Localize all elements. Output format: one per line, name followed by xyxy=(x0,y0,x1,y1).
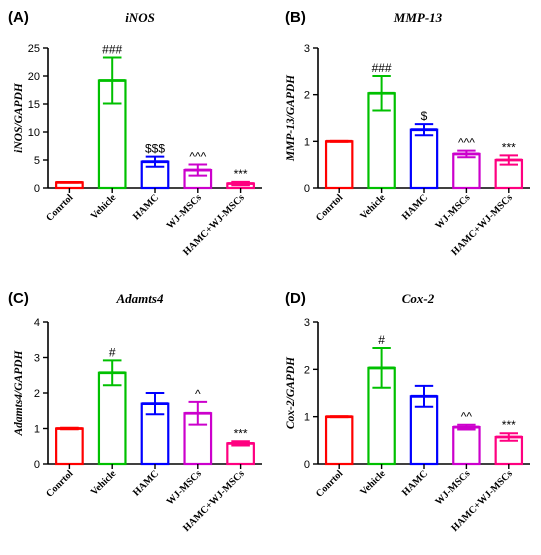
significance-label: $$$ xyxy=(145,142,165,156)
y-tick-label: 20 xyxy=(28,71,40,83)
y-tick-label: 15 xyxy=(28,99,40,111)
y-tick-label: 3 xyxy=(34,353,40,365)
chart-title: iNOS xyxy=(125,10,155,25)
x-tick-label: HAMC xyxy=(131,468,161,498)
x-tick-label: WJ-MSCs xyxy=(433,468,472,507)
bar-1 xyxy=(324,415,354,466)
chart-title: Adamts4 xyxy=(116,291,164,306)
bar-1 xyxy=(55,427,84,466)
x-tick-label: Vehicle xyxy=(89,192,119,222)
y-axis-label: Adamts4/GAPDH xyxy=(13,349,25,436)
y-tick-label: 4 xyxy=(34,317,40,329)
x-tick-label: HAMC xyxy=(400,468,430,498)
significance-label: ^^^ xyxy=(458,136,475,150)
significance-label: *** xyxy=(502,140,516,154)
y-tick-label: 3 xyxy=(304,43,310,55)
significance-label: ^^ xyxy=(461,410,473,424)
y-tick-label: 0 xyxy=(34,459,40,471)
significance-label: # xyxy=(378,333,385,347)
y-tick-label: 2 xyxy=(304,90,310,102)
x-tick-label: Conrtol xyxy=(44,468,76,500)
y-tick-label: 0 xyxy=(34,183,40,195)
significance-label: ### xyxy=(372,61,392,75)
y-tick-label: 0 xyxy=(304,459,310,471)
panel-letter: (D) xyxy=(285,290,306,307)
significance-label: *** xyxy=(234,167,248,181)
x-tick-label: Conrtol xyxy=(314,468,346,500)
x-tick-label: Vehicle xyxy=(89,468,119,498)
x-tick-label: Conrtol xyxy=(314,192,346,224)
y-tick-label: 1 xyxy=(34,424,40,436)
x-tick-label: WJ-MSCs xyxy=(433,192,472,231)
y-axis-label: Cox-2/GAPDH xyxy=(285,356,297,429)
x-tick-label: WJ-MSCs xyxy=(165,468,204,507)
bar-4 xyxy=(452,152,481,190)
y-tick-label: 2 xyxy=(34,388,40,400)
y-tick-label: 1 xyxy=(304,412,310,424)
bar-3 xyxy=(409,128,439,190)
panel-letter: (B) xyxy=(285,9,306,26)
significance-label: *** xyxy=(234,426,248,440)
x-tick-label: WJ-MSCs xyxy=(165,192,204,231)
significance-label: *** xyxy=(502,418,516,432)
chart-title: Cox-2 xyxy=(402,291,435,306)
significance-label: ### xyxy=(102,43,122,57)
x-tick-label: Vehicle xyxy=(358,192,388,222)
panel-letter: (A) xyxy=(8,9,29,26)
significance-label: $ xyxy=(421,109,428,123)
bar-2 xyxy=(97,371,127,466)
chart-title: MMP-13 xyxy=(393,10,443,25)
x-tick-label: HAMC xyxy=(400,192,430,222)
panel-letter: (C) xyxy=(8,290,29,307)
x-tick-label: Conrtol xyxy=(44,192,76,224)
y-tick-label: 3 xyxy=(304,317,310,329)
y-tick-label: 5 xyxy=(34,155,40,167)
chart-panel-2: (B) MMP-13 MMP-13/GAPDH 0 1 2 3 Conrtol ### Vehic… xyxy=(285,9,530,258)
y-tick-label: 2 xyxy=(304,364,310,376)
x-tick-label: HAMC xyxy=(131,192,161,222)
y-tick-label: 1 xyxy=(304,136,310,148)
y-tick-label: 10 xyxy=(28,127,40,139)
x-tick-label: Vehicle xyxy=(358,468,388,498)
y-axis-label: MMP-13/GAPDH xyxy=(285,74,297,162)
chart-panel-3: (C) Adamts4 Adamts4/GAPDH 0 1 2 3 4 Conrtol # Vehi… xyxy=(8,290,262,534)
significance-label: ^ xyxy=(195,387,201,401)
bar-4 xyxy=(452,425,481,466)
chart-panel-1: (A) iNOS iNOS/GAPDH 0 5 10 15 20 25 Conrtol ### Veh… xyxy=(8,9,262,258)
significance-label: # xyxy=(109,345,116,359)
chart-panel-4: (D) Cox-2 Cox-2/GAPDH 0 1 2 3 Conrtol # Vehicle HA… xyxy=(285,290,530,534)
bar-1 xyxy=(324,140,354,190)
significance-label: ^^^ xyxy=(189,149,206,163)
y-tick-label: 0 xyxy=(304,183,310,195)
y-axis-label: iNOS/GAPDH xyxy=(13,82,25,153)
y-tick-label: 25 xyxy=(28,43,40,55)
